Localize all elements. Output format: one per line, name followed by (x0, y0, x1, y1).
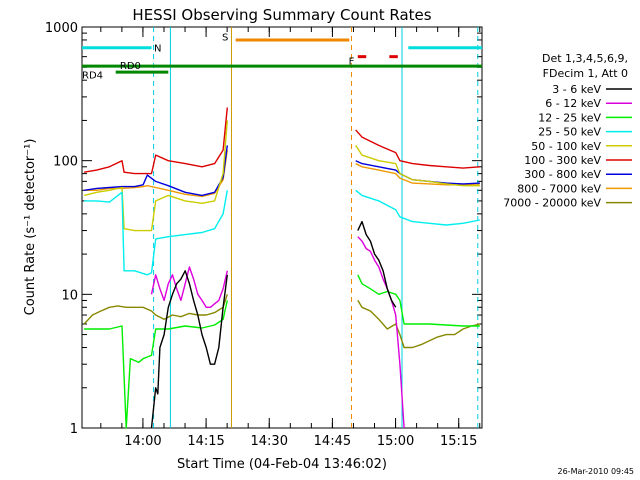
series-line-50-100-kev (83, 120, 480, 232)
flag-label-n: N (154, 44, 161, 55)
series-line-7000-20000-kev (83, 294, 481, 349)
x-tick-label: 14:00 (124, 434, 161, 449)
legend-entry-label: 3 - 6 keV (552, 83, 601, 96)
x-tick-label: 14:30 (251, 434, 288, 449)
legend-entry-label: 50 - 100 keV (531, 140, 601, 153)
legend-entry-label: 7000 - 20000 keV (503, 197, 601, 210)
flag-label-f: F (349, 57, 355, 68)
legend-entry-label: 800 - 7000 keV (517, 182, 601, 195)
series-line-12-25-kev (84, 274, 480, 429)
chart-title: HESSI Observing Summary Count Rates (132, 6, 431, 24)
flag-label-rd0: RD0 (120, 61, 141, 72)
x-tick-label: 14:15 (187, 434, 224, 449)
series-line-25-50-kev (84, 189, 481, 276)
legend-entry-label: 25 - 50 keV (538, 126, 601, 139)
y-axis-label: Count Rate (s⁻¹ detector⁻¹) (23, 139, 38, 316)
legend-entry-label: 6 - 12 keV (545, 97, 601, 110)
series-line-100-300-kev (83, 107, 480, 175)
series-line-6-12-kev (150, 236, 405, 429)
legend-header-line-2: FDecim 1, Att 0 (543, 67, 628, 80)
x-axis-label: Start Time (04-Feb-04 13:46:02) (177, 457, 387, 472)
flag-label-rd4: RD4 (82, 71, 103, 82)
legend-header-line-1: Det 1,3,4,5,6,9, (542, 52, 628, 65)
legend-entry-label: 100 - 300 keV (524, 154, 601, 167)
flag-label-s: S (222, 32, 228, 43)
y-tick-label: 100 (53, 155, 78, 170)
x-tick-label: 15:00 (377, 434, 414, 449)
y-tick-label: 1000 (45, 21, 78, 36)
y-tick-label: 10 (61, 288, 78, 303)
x-tick-label: 14:45 (314, 434, 351, 449)
legend-entry-label: 300 - 800 keV (524, 168, 601, 181)
y-tick-label: 1 (70, 422, 78, 437)
series-line-3-6-kev (150, 220, 397, 429)
legend-entry-label: 12 - 25 keV (538, 111, 601, 124)
legend: Det 1,3,4,5,6,9, FDecim 1, Att 0 3 - 6 k… (503, 52, 632, 210)
x-tick-label: 15:15 (440, 434, 477, 449)
plot-frame (81, 26, 483, 429)
timestamp: 26-Mar-2010 09:45 (558, 467, 635, 476)
